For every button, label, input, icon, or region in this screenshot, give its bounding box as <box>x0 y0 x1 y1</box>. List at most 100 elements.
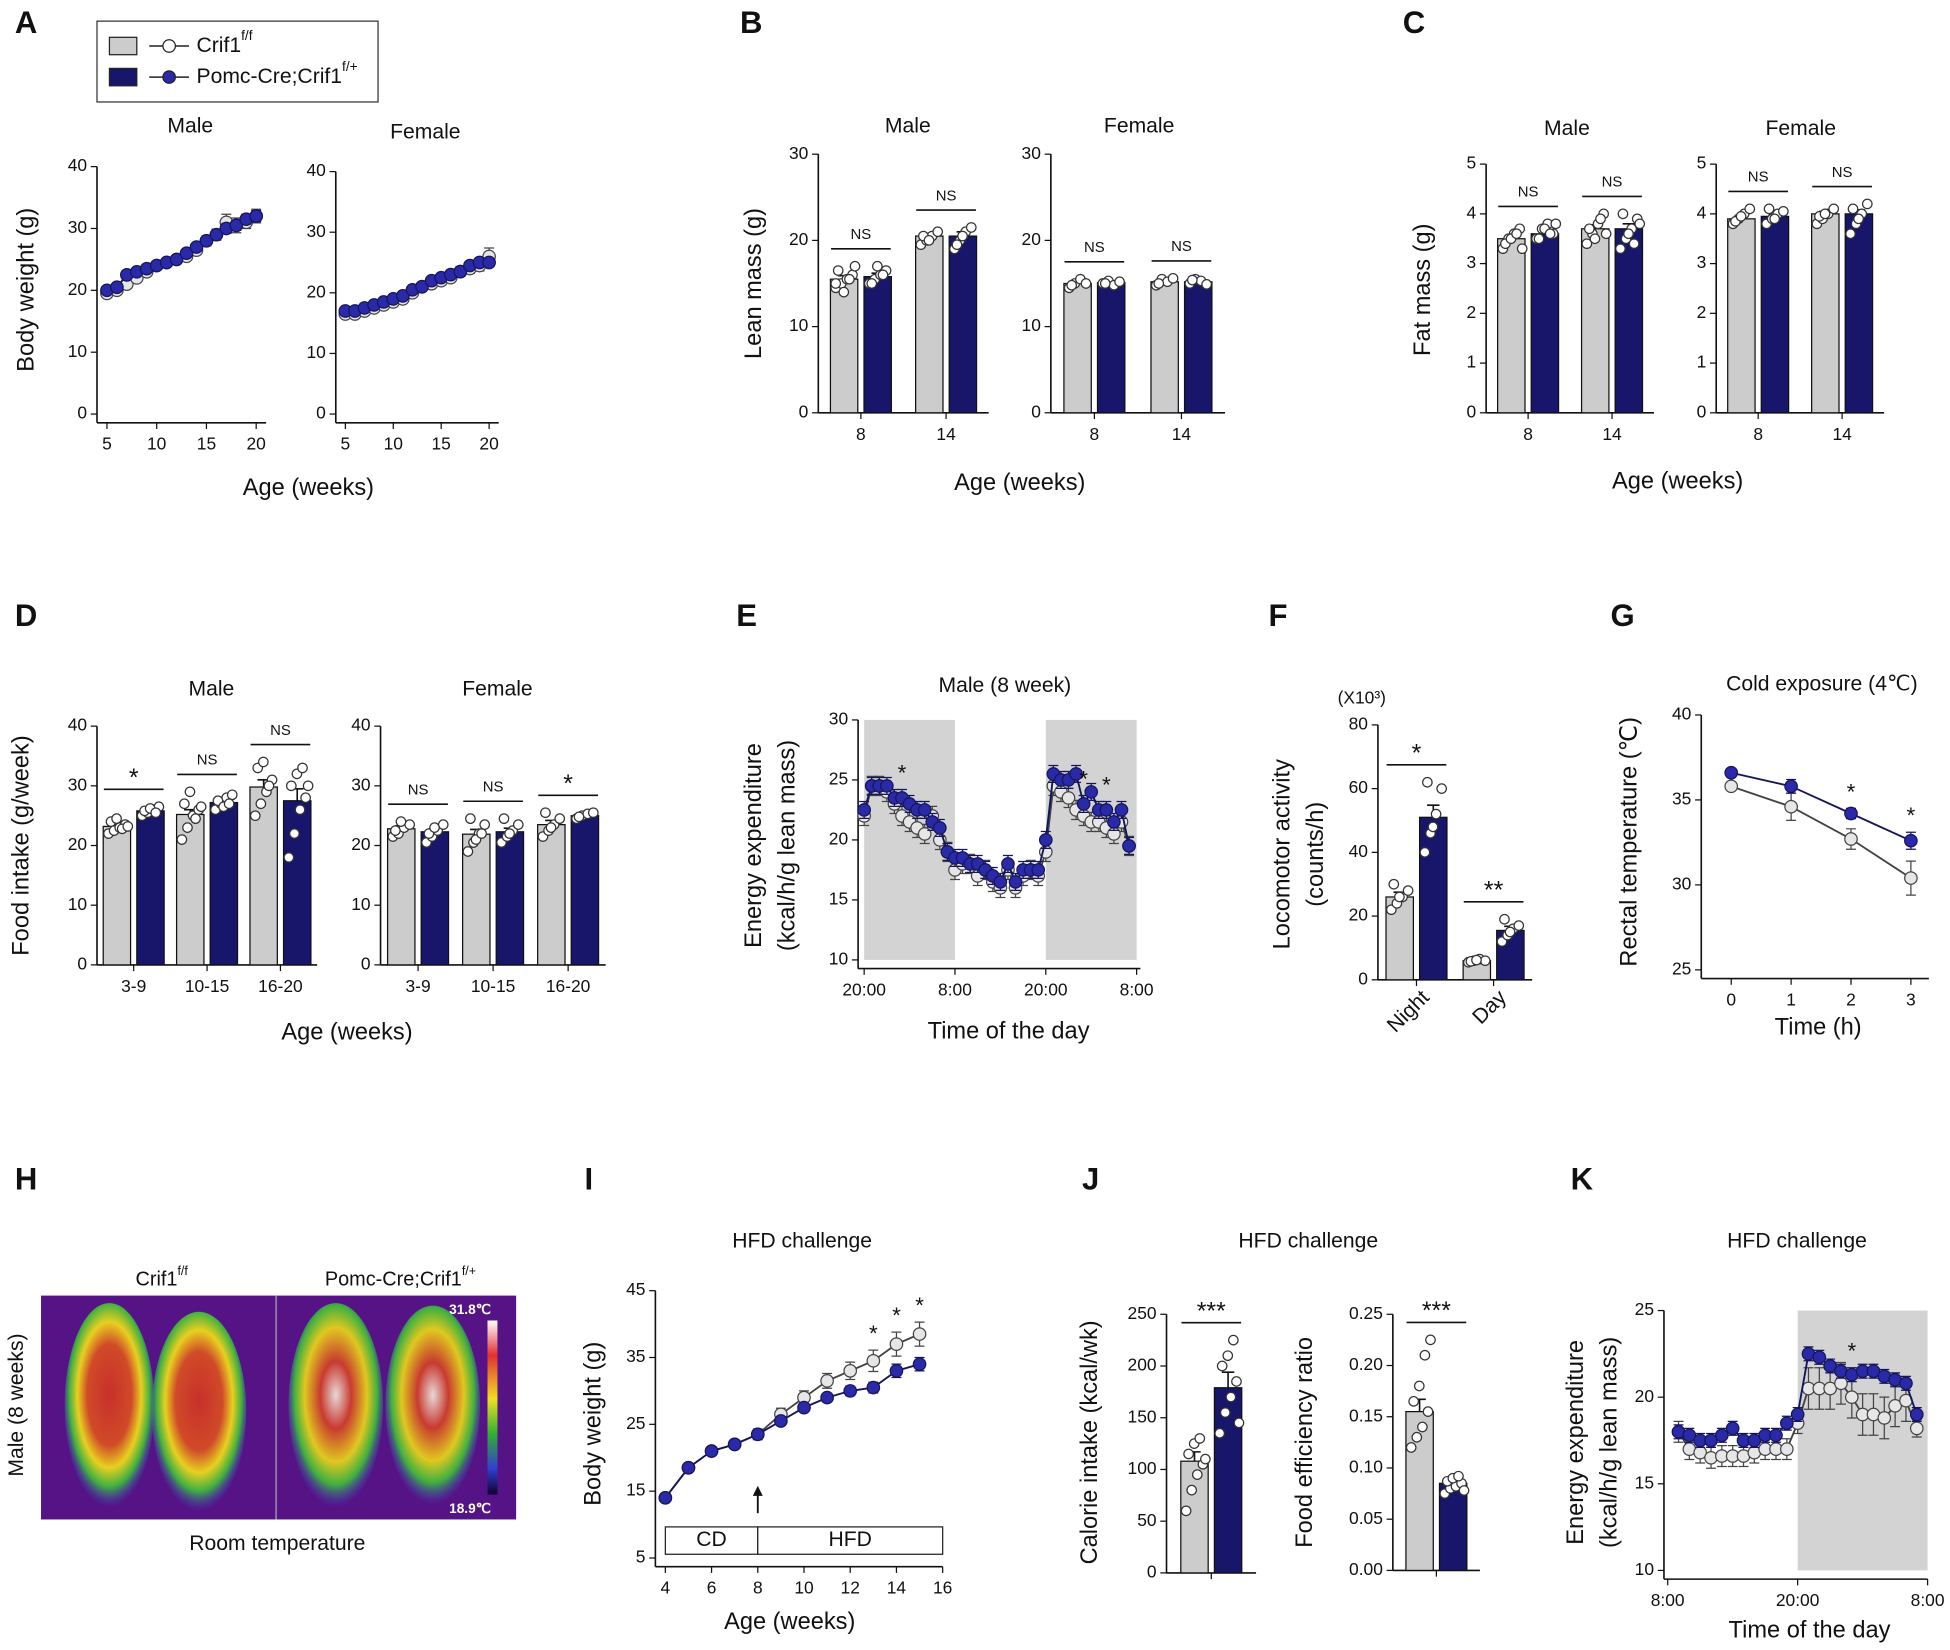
significance: * <box>1907 803 1916 828</box>
data-dot <box>263 780 275 792</box>
data-point <box>1877 1411 1892 1425</box>
mouse <box>64 1303 155 1508</box>
data-point <box>658 1490 673 1505</box>
bar <box>1727 218 1756 414</box>
data-dot <box>545 822 557 833</box>
data-point <box>797 1400 811 1415</box>
data-dot <box>872 260 883 272</box>
chart-title: Female <box>390 121 460 144</box>
data-dot <box>1511 228 1522 240</box>
bar <box>1096 282 1126 414</box>
x-tick-label: 8:00 <box>1651 1590 1685 1610</box>
data-dot <box>1504 926 1516 938</box>
x-tick-label: 20 <box>247 434 266 454</box>
data-dot <box>1847 203 1859 215</box>
data-dot <box>1550 218 1562 230</box>
data-dot <box>1080 278 1092 289</box>
chart-title: Female <box>1104 114 1174 137</box>
data-dot <box>832 265 844 276</box>
panel-letter: H <box>15 1161 37 1196</box>
data-dot <box>1735 211 1747 222</box>
data-dot <box>587 807 599 819</box>
data-dot <box>1471 954 1482 966</box>
y-tick-label: 4 <box>1697 202 1707 222</box>
y-tick-label: 100 <box>1128 1458 1157 1478</box>
chart-title: Female <box>1766 117 1836 140</box>
data-point <box>1099 803 1114 817</box>
data-point <box>1682 1428 1697 1443</box>
significance: NS <box>408 781 429 798</box>
bar <box>1063 282 1092 414</box>
data-dot <box>122 821 134 832</box>
x-axis-label: Age (weeks) <box>281 1020 412 1046</box>
x-tick-label: 14 <box>1172 424 1192 444</box>
bar <box>136 810 165 966</box>
panel-letter: F <box>1268 598 1287 633</box>
data-dot <box>1411 1431 1423 1443</box>
data-point <box>453 264 468 279</box>
significance: * <box>1079 767 1088 792</box>
y-tick-label: 10 <box>351 894 370 914</box>
bar <box>1183 281 1213 414</box>
legend-name: Pomc-Cre;Crif1 <box>196 65 342 88</box>
data-dot <box>1623 228 1634 240</box>
y-tick-label: 0.05 <box>1349 1508 1383 1528</box>
data-dot <box>1066 279 1078 291</box>
data-dot <box>184 786 196 798</box>
data-point <box>229 218 244 233</box>
data-point <box>189 240 204 254</box>
data-point <box>1823 1381 1837 1396</box>
y-tick-label: 0 <box>1147 1562 1157 1582</box>
data-dot <box>1769 213 1780 225</box>
data-point <box>1724 779 1739 794</box>
x-tick-label: 5 <box>341 434 351 454</box>
y-tick-label: 35 <box>1672 789 1691 809</box>
y-tick-label: 30 <box>351 774 370 794</box>
chart-title: Male <box>189 678 235 701</box>
significance: NS <box>1518 184 1539 201</box>
bar <box>495 831 525 966</box>
data-dot <box>1458 1485 1470 1496</box>
data-dot <box>504 828 515 839</box>
bar <box>1614 228 1644 414</box>
y-axis-label: Energy expenditure <box>741 743 767 948</box>
data-dot <box>1231 1376 1242 1387</box>
data-point <box>110 280 124 295</box>
data-dot <box>390 825 401 836</box>
data-dot <box>1744 203 1756 215</box>
data-dot <box>1225 1391 1237 1403</box>
legend-marker <box>162 70 176 84</box>
y-tick-label: 200 <box>1128 1355 1157 1375</box>
y-axis-label: Food intake (g/week) <box>9 735 35 955</box>
panel-letter: I <box>585 1161 594 1196</box>
data-dot <box>838 286 850 298</box>
data-point <box>866 1380 881 1395</box>
y-axis-label: Rectal temperature (℃) <box>1617 717 1643 967</box>
y-axis-label: Body weight (g) <box>581 1342 607 1506</box>
data-dot <box>554 813 566 825</box>
data-point <box>774 1414 788 1428</box>
panel-letter: C <box>1403 5 1425 40</box>
x-axis-label: Age (weeks) <box>954 470 1085 496</box>
bar <box>420 831 450 966</box>
significance: * <box>563 770 573 798</box>
data-dot <box>1422 1406 1434 1417</box>
data-point <box>912 1327 927 1341</box>
y-tick-label: 0.00 <box>1349 1559 1383 1579</box>
x-tick-label: 8:00 <box>938 980 972 1000</box>
data-dot <box>1422 776 1433 788</box>
x-tick-label: 8:00 <box>1120 980 1154 1000</box>
x-tick-label: 5 <box>102 434 112 454</box>
data-dot <box>1589 233 1601 245</box>
data-dot <box>257 756 269 768</box>
image-ylabel: Male (8 weeks) <box>5 1333 28 1476</box>
data-point <box>820 1374 834 1388</box>
chart-title: HFD challenge <box>732 1230 872 1253</box>
data-dot <box>395 816 407 827</box>
y-tick-label: 25 <box>829 769 848 789</box>
data-dot <box>849 260 861 272</box>
data-dot <box>844 273 855 285</box>
data-dot <box>1167 272 1179 284</box>
data-point <box>1031 863 1046 877</box>
